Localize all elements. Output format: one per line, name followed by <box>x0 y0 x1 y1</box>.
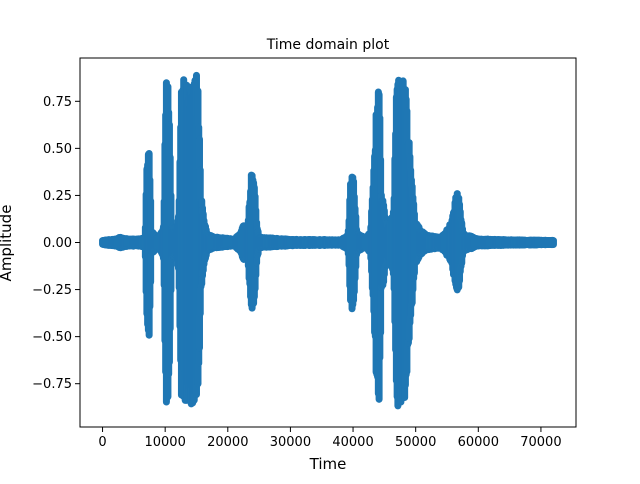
y-tick-label: −0.75 <box>32 377 72 392</box>
y-axis-label: Amplitude <box>0 205 15 282</box>
y-tick-label: 0.25 <box>43 189 72 204</box>
x-tick-label: 70000 <box>520 435 561 450</box>
y-tick-label: −0.25 <box>32 283 72 298</box>
series-0 <box>99 71 557 410</box>
x-tick-label: 50000 <box>395 435 436 450</box>
chart-title: Time domain plot <box>266 37 390 53</box>
x-tick-label: 10000 <box>144 435 185 450</box>
y-axis-ticks: −0.75 −0.50 −0.25 0.00 0.25 0.50 0.75 <box>32 95 80 392</box>
y-tick-label: 0.50 <box>43 142 72 157</box>
y-tick-label: 0.00 <box>43 236 72 251</box>
y-tick-label: −0.50 <box>32 330 72 345</box>
x-tick-label: 30000 <box>270 435 311 450</box>
x-axis-ticks: 0 10000 20000 30000 40000 50000 60000 70000 <box>98 427 562 450</box>
y-tick-label: 0.75 <box>43 95 72 110</box>
x-tick-label: 20000 <box>207 435 248 450</box>
x-tick-label: 60000 <box>458 435 499 450</box>
x-tick-label: 40000 <box>332 435 373 450</box>
x-axis-label: Time <box>309 455 347 473</box>
x-tick-label: 0 <box>98 435 106 450</box>
data-layer <box>99 71 557 410</box>
